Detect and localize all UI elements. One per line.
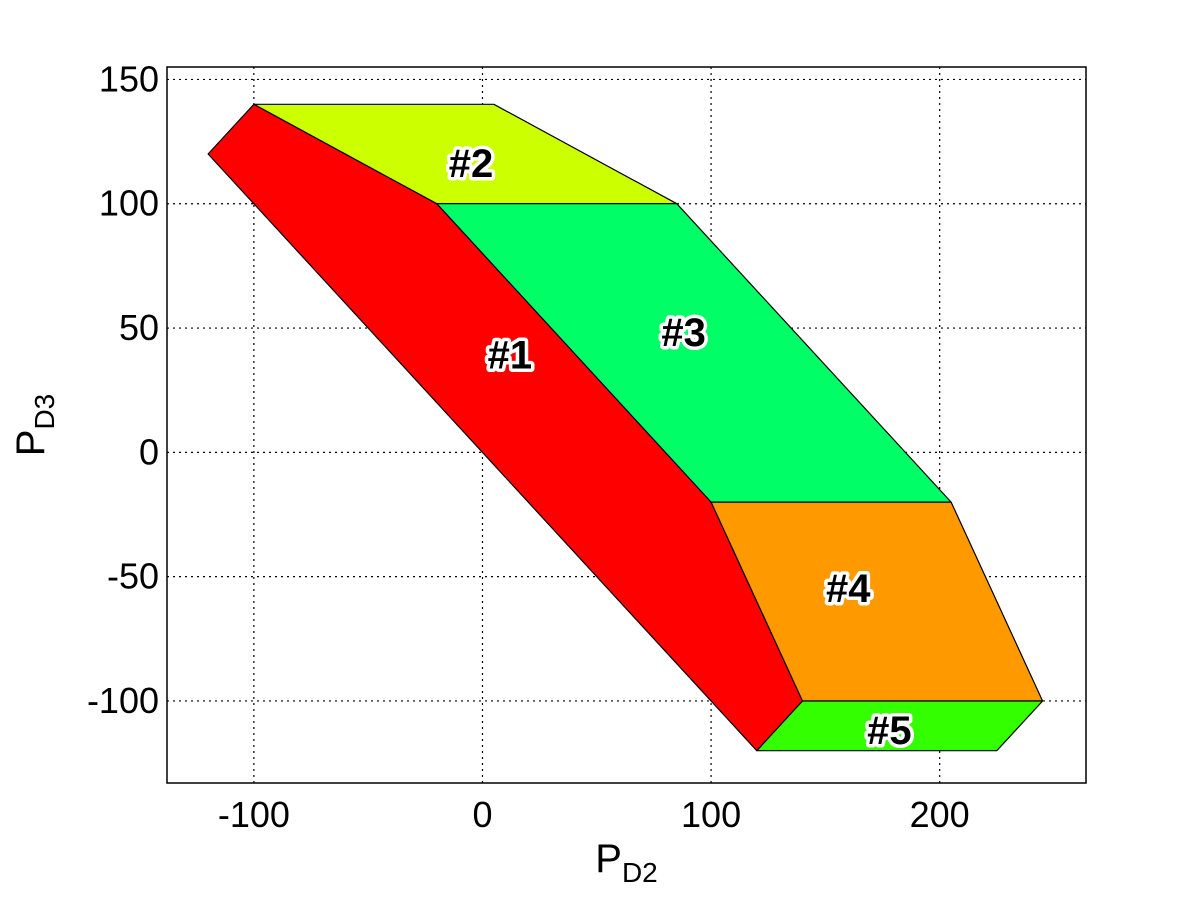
- region-label-2: #2: [449, 142, 494, 186]
- x-axis-label: PD2: [595, 837, 657, 888]
- x-tick-label: 200: [910, 794, 970, 835]
- tick-labels: -100 0 100 200 150 100 50 0 -50 -100: [87, 58, 970, 835]
- y-tick-label: 50: [119, 307, 159, 348]
- region-label-4: #4: [826, 567, 871, 611]
- regions: [207, 103, 1044, 752]
- y-tick-label: -100: [87, 680, 159, 721]
- x-tick-label: 0: [472, 794, 492, 835]
- x-tick-label: -100: [218, 794, 290, 835]
- region-label-1: #1: [488, 333, 533, 377]
- region-labels: #1 #2 #3 #4 #5: [445, 139, 915, 757]
- y-tick-label: 150: [99, 58, 159, 99]
- region-label-5: #5: [867, 709, 912, 753]
- region-5: [756, 700, 1044, 752]
- y-axis-label: PD3: [9, 394, 60, 456]
- y-tick-label: 0: [139, 431, 159, 472]
- x-tick-label: 100: [681, 794, 741, 835]
- y-tick-label: -50: [107, 556, 159, 597]
- plot-frame: [166, 66, 1087, 784]
- region-label-3: #3: [661, 311, 706, 355]
- y-tick-label: 100: [99, 183, 159, 224]
